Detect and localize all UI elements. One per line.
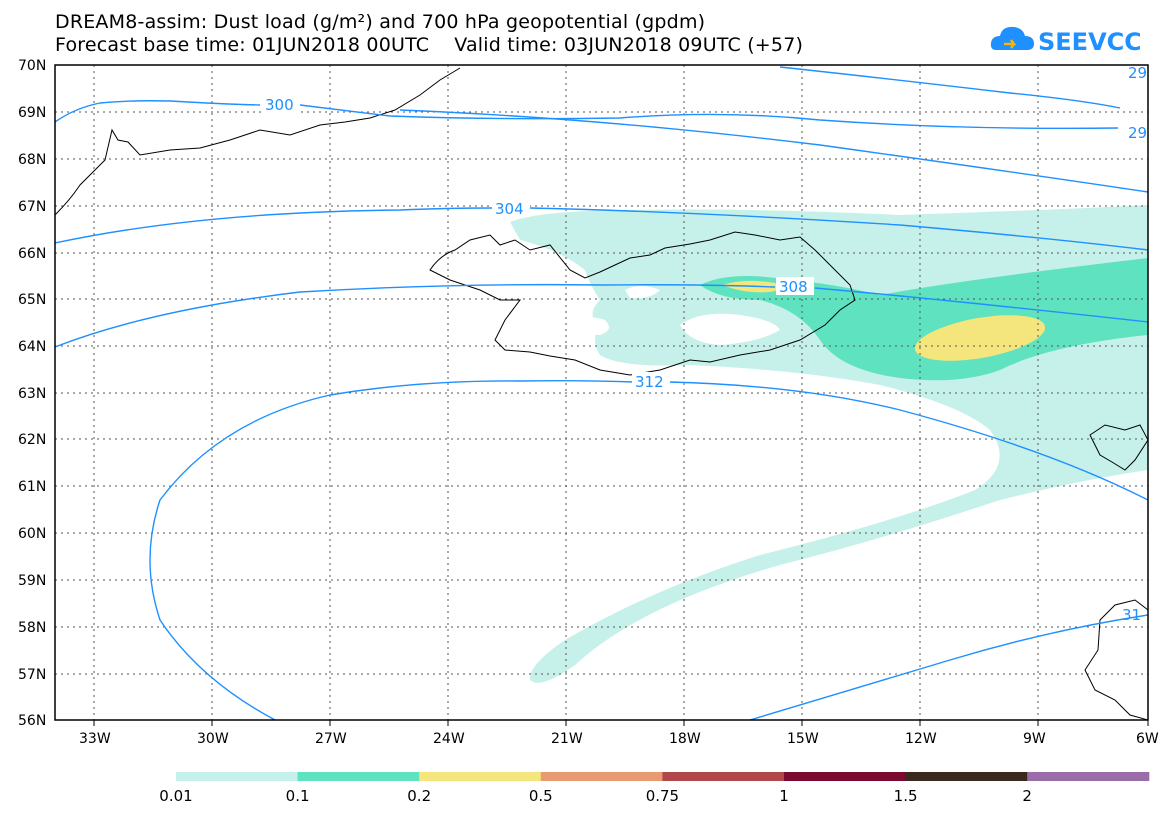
greenland-coast (55, 67, 461, 216)
lat-label: 64N (18, 339, 46, 355)
lon-label: 15W (787, 731, 819, 747)
contour-label-edge-1: 29 (1128, 64, 1147, 82)
lon-label: 30W (197, 731, 229, 747)
lon-label: 21W (551, 731, 583, 747)
scotland-coast (1084, 599, 1148, 720)
contour-label-300: 300 (265, 96, 294, 114)
colorbar-swatch (1027, 772, 1150, 781)
contour-label-edge-3: 31 (1122, 606, 1141, 624)
lon-label: 9W (1023, 731, 1046, 747)
lat-label: 66N (18, 246, 46, 262)
lat-label: 68N (18, 152, 46, 168)
contour-312 (149, 379, 1148, 720)
lon-labels: 33W 30W 27W 24W 21W 18W 15W 12W 9W 6W (79, 731, 1159, 747)
contour-292 (779, 66, 1121, 109)
colorbar-label: 0.5 (528, 787, 553, 805)
lat-label: 57N (18, 667, 46, 683)
seevccc-logo: SEEVCCC (990, 26, 1140, 56)
lon-label: 12W (905, 731, 937, 747)
lat-label: 62N (18, 432, 46, 448)
colorbar-label: 0.1 (285, 787, 310, 805)
lat-label: 60N (18, 526, 46, 542)
lat-label: 63N (18, 386, 46, 402)
map-frame (54, 64, 1149, 721)
colorbar (176, 772, 1150, 781)
lat-label: 59N (18, 573, 46, 589)
lat-label: 58N (18, 620, 46, 636)
map-title: DREAM8-assim: Dust load (g/m²) and 700 h… (55, 11, 706, 33)
colorbar-swatch (540, 772, 663, 781)
colorbar-swatch (784, 772, 907, 781)
contour-304 (55, 207, 1148, 251)
contour-label-304: 304 (495, 200, 524, 218)
lon-label: 18W (669, 731, 701, 747)
contour-308 (55, 283, 1148, 348)
lat-label: 56N (18, 713, 46, 729)
lon-label: 33W (79, 731, 111, 747)
lat-label: 61N (18, 479, 46, 495)
colorbar-swatch (905, 772, 1028, 781)
colorbar-label: 1.5 (893, 787, 918, 805)
ticks (93, 720, 1149, 726)
lon-label: 6W (1136, 731, 1159, 747)
geopotential-contours (55, 66, 1148, 720)
lat-labels: 70N 69N 68N 67N 66N 65N 64N 63N 62N 61N … (18, 58, 46, 729)
dust-area-0.2 (914, 315, 1046, 361)
contour-300 (55, 100, 1119, 130)
contour-label-edge-2: 29 (1128, 124, 1147, 142)
contour-296 (399, 109, 1148, 193)
colorbar-swatch (176, 772, 299, 781)
map-subtitle: Forecast base time: 01JUN2018 00UTC Vali… (55, 34, 804, 56)
logo-text: SEEVCCC (1038, 28, 1140, 56)
colorbar-swatch (662, 772, 785, 781)
contour-label-312: 312 (635, 373, 664, 391)
iceland-coast (429, 231, 856, 376)
contour-316 (749, 614, 1148, 720)
contour-label-308: 308 (779, 278, 808, 296)
lon-label: 27W (315, 731, 347, 747)
colorbar-swatch (297, 772, 420, 781)
lat-label: 67N (18, 199, 46, 215)
colorbar-swatch (419, 772, 542, 781)
colorbar-label: 0.2 (407, 787, 432, 805)
lon-label: 24W (433, 731, 465, 747)
colorbar-label: 0.01 (159, 787, 193, 805)
colorbar-label: 0.75 (645, 787, 680, 805)
colorbar-label: 1 (779, 787, 789, 805)
grid-lines (55, 65, 1148, 720)
lat-label: 69N (18, 105, 46, 121)
lat-label: 70N (18, 58, 46, 74)
coastlines (55, 67, 1148, 720)
faroe-coast (1089, 424, 1148, 471)
lat-label: 65N (18, 292, 46, 308)
colorbar-label: 2 (1022, 787, 1032, 805)
cloud-icon (990, 26, 1034, 50)
